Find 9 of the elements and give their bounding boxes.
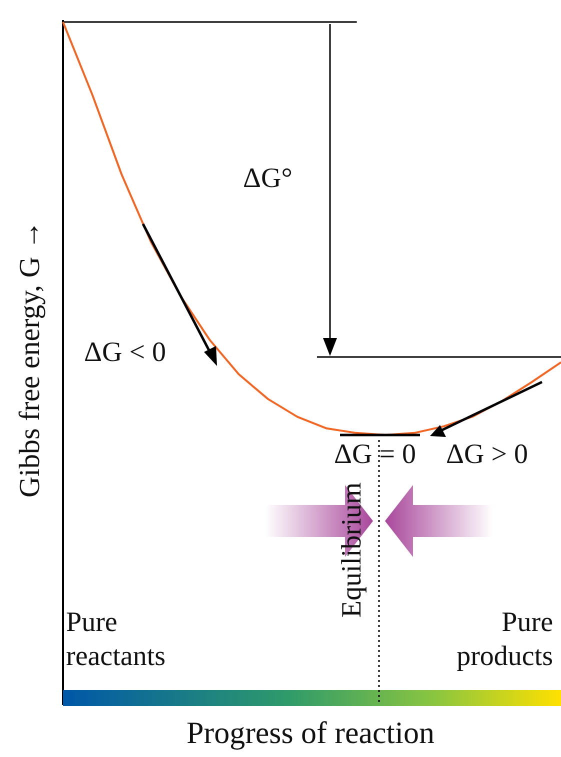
text: ΔG > 0	[446, 438, 528, 472]
annotation: ΔG < 0	[84, 336, 166, 370]
text: Equilibrium	[336, 482, 369, 618]
y-axis-title: Gibbs free energy, G →	[13, 219, 47, 500]
text: Pure reactants	[66, 606, 166, 674]
text: Progress of reaction	[186, 715, 436, 750]
text: Pure products	[456, 606, 553, 674]
annotation: ΔG°	[243, 162, 292, 196]
text: ΔG = 0	[334, 438, 416, 472]
